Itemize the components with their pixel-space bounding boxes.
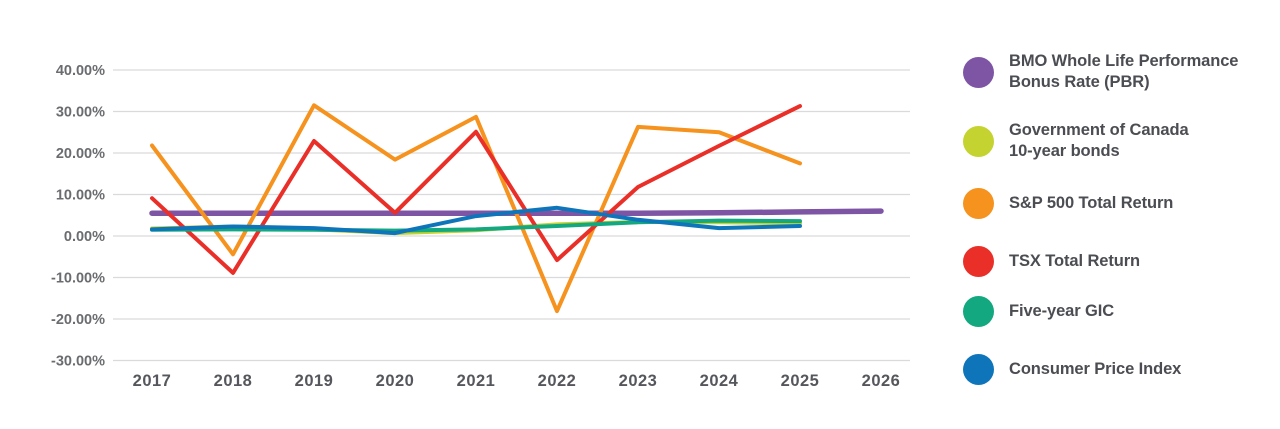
legend-item-sp500: S&P 500 Total Return [963, 188, 1173, 219]
legend-dot-gic [963, 296, 994, 327]
performance-line-chart: 40.00% 30.00% 20.00% 10.00% 0.00% -10.00% -20.… [51, 63, 910, 390]
legend-label-cpi: Consumer Price Index [1009, 360, 1182, 378]
series-line-gic [150, 218, 802, 233]
x-axis-tick-label: 2021 [457, 372, 496, 390]
x-axis-tick-label: 2024 [700, 372, 739, 390]
legend-dot-cpi [963, 354, 994, 385]
y-axis-tick-label: -20.00% [51, 312, 105, 328]
legend-dot-sp500 [963, 188, 994, 219]
y-axis-tick-label: 10.00% [56, 188, 105, 204]
y-axis-tick-label: 20.00% [56, 146, 105, 162]
legend-dot-goc-bonds [963, 125, 994, 157]
x-axis-tick-label: 2022 [538, 372, 577, 390]
chart-legend: BMO Whole Life Performance Bonus Rate (PB… [963, 0, 1280, 429]
y-axis-tick-label: -30.00% [51, 354, 105, 370]
legend-label-tsx: TSX Total Return [1009, 252, 1141, 270]
x-axis-tick-label: 2017 [133, 372, 172, 390]
series-line-cpi [150, 205, 802, 236]
legend-label-goc-bonds: Government of Canada 10-year bonds [1009, 121, 1189, 160]
y-axis-tick-label: -10.00% [51, 271, 105, 287]
x-axis-tick-label: 2026 [862, 372, 901, 390]
x-axis-tick-label: 2018 [214, 372, 253, 390]
x-axis-tick-label: 2023 [619, 372, 658, 390]
legend-label-pbr: BMO Whole Life Performance Bonus Rate (PB… [1009, 52, 1239, 91]
y-axis-tick-label: 30.00% [56, 105, 105, 121]
x-axis-tick-label: 2019 [295, 372, 334, 390]
legend-item-tsx: TSX Total Return [963, 246, 1140, 277]
legend-label-gic: Five-year GIC [1009, 302, 1115, 320]
legend-item-goc-bonds: Government of Canada 10-year bonds [963, 120, 1189, 162]
legend-item-cpi: Consumer Price Index [963, 354, 1181, 385]
legend-item-gic: Five-year GIC [963, 296, 1114, 327]
x-axis-tick-label: 2025 [781, 372, 820, 390]
y-axis-tick-label: 40.00% [56, 63, 105, 79]
series-line-sp500 [150, 103, 802, 314]
legend-item-pbr: BMO Whole Life Performance Bonus Rate (PB… [963, 51, 1238, 93]
legend-label-sp500: S&P 500 Total Return [1009, 194, 1174, 212]
x-axis-tick-label: 2020 [376, 372, 415, 390]
y-axis-tick-label: 0.00% [64, 229, 105, 245]
legend-dot-pbr [963, 56, 994, 88]
legend-dot-tsx [963, 246, 994, 277]
